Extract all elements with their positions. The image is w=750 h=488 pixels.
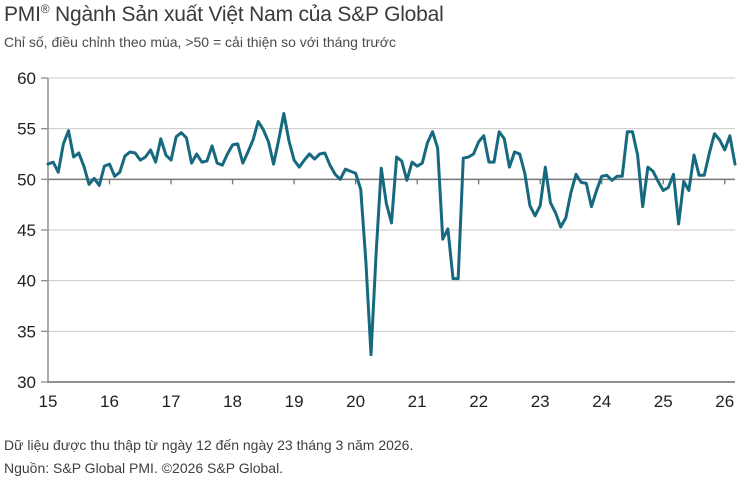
x-axis-label-17: 17 [162, 392, 181, 411]
y-axis-label-45: 45 [17, 221, 36, 240]
title-rest-text: Ngành Sản xuất Việt Nam của S&P Global [49, 3, 444, 26]
x-axis-label-20: 20 [346, 392, 365, 411]
y-axis-label-50: 50 [17, 170, 36, 189]
page-title: PMI® Ngành Sản xuất Việt Nam của S&P Glo… [4, 1, 746, 28]
pmi-series-line [46, 111, 737, 357]
footer-source-note: Nguồn: S&P Global PMI. ©2026 S&P Global. [4, 460, 284, 476]
title-pmi-text: PMI [4, 3, 41, 26]
x-axis-label-19: 19 [285, 392, 304, 411]
chart-subtitle: Chỉ số, điều chỉnh theo mùa, >50 = cải t… [4, 34, 396, 50]
x-axis-label-16: 16 [100, 392, 119, 411]
x-axis-label-15: 15 [39, 392, 58, 411]
y-axis-label-60: 60 [17, 69, 36, 88]
y-axis-label-55: 55 [17, 120, 36, 139]
y-axis-label-30: 30 [17, 373, 36, 392]
x-axis-label-18: 18 [223, 392, 242, 411]
x-axis-label-25: 25 [654, 392, 673, 411]
x-axis-label-21: 21 [408, 392, 427, 411]
y-axis-label-35: 35 [17, 322, 36, 341]
x-axis-label-22: 22 [469, 392, 488, 411]
footer-collection-note: Dữ liệu được thu thập từ ngày 12 đến ngà… [4, 437, 414, 453]
y-axis-label-40: 40 [17, 272, 36, 291]
registered-trademark-mark: ® [40, 2, 50, 16]
x-axis-label-24: 24 [592, 392, 611, 411]
x-axis-label-23: 23 [531, 392, 550, 411]
x-axis-label-26: 26 [715, 392, 734, 411]
